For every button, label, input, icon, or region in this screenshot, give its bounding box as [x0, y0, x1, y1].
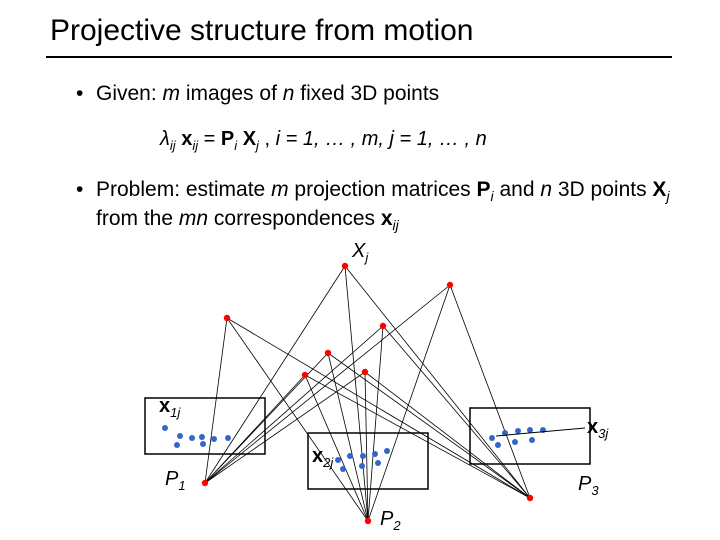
bullet-given: • Given: m images of n fixed 3D points [96, 82, 656, 106]
b1-text: Given: m images of n fixed 3D points [96, 82, 439, 105]
sfm-diagram [80, 238, 640, 538]
title-underline [46, 56, 672, 58]
label-P2: P2 [380, 508, 401, 533]
slide-title: Projective structure from motion [50, 14, 473, 48]
label-P3: P3 [578, 473, 599, 498]
bullet-dot-icon: • [76, 176, 83, 203]
bullet-problem: • Problem: estimate m projection matrice… [96, 176, 676, 235]
b2-text: Problem: estimate m projection matrices … [96, 178, 670, 230]
label-Xj: Xj [352, 240, 368, 265]
projection-equation: λij xij = Pi Xj , i = 1, … , m, j = 1, …… [160, 128, 487, 153]
bullet-dot-icon: • [76, 82, 83, 106]
label-x1j: x1j [159, 395, 180, 420]
label-x3j: x3j [587, 416, 608, 441]
label-P1: P1 [165, 468, 186, 493]
label-x2j: x2j [312, 445, 333, 470]
